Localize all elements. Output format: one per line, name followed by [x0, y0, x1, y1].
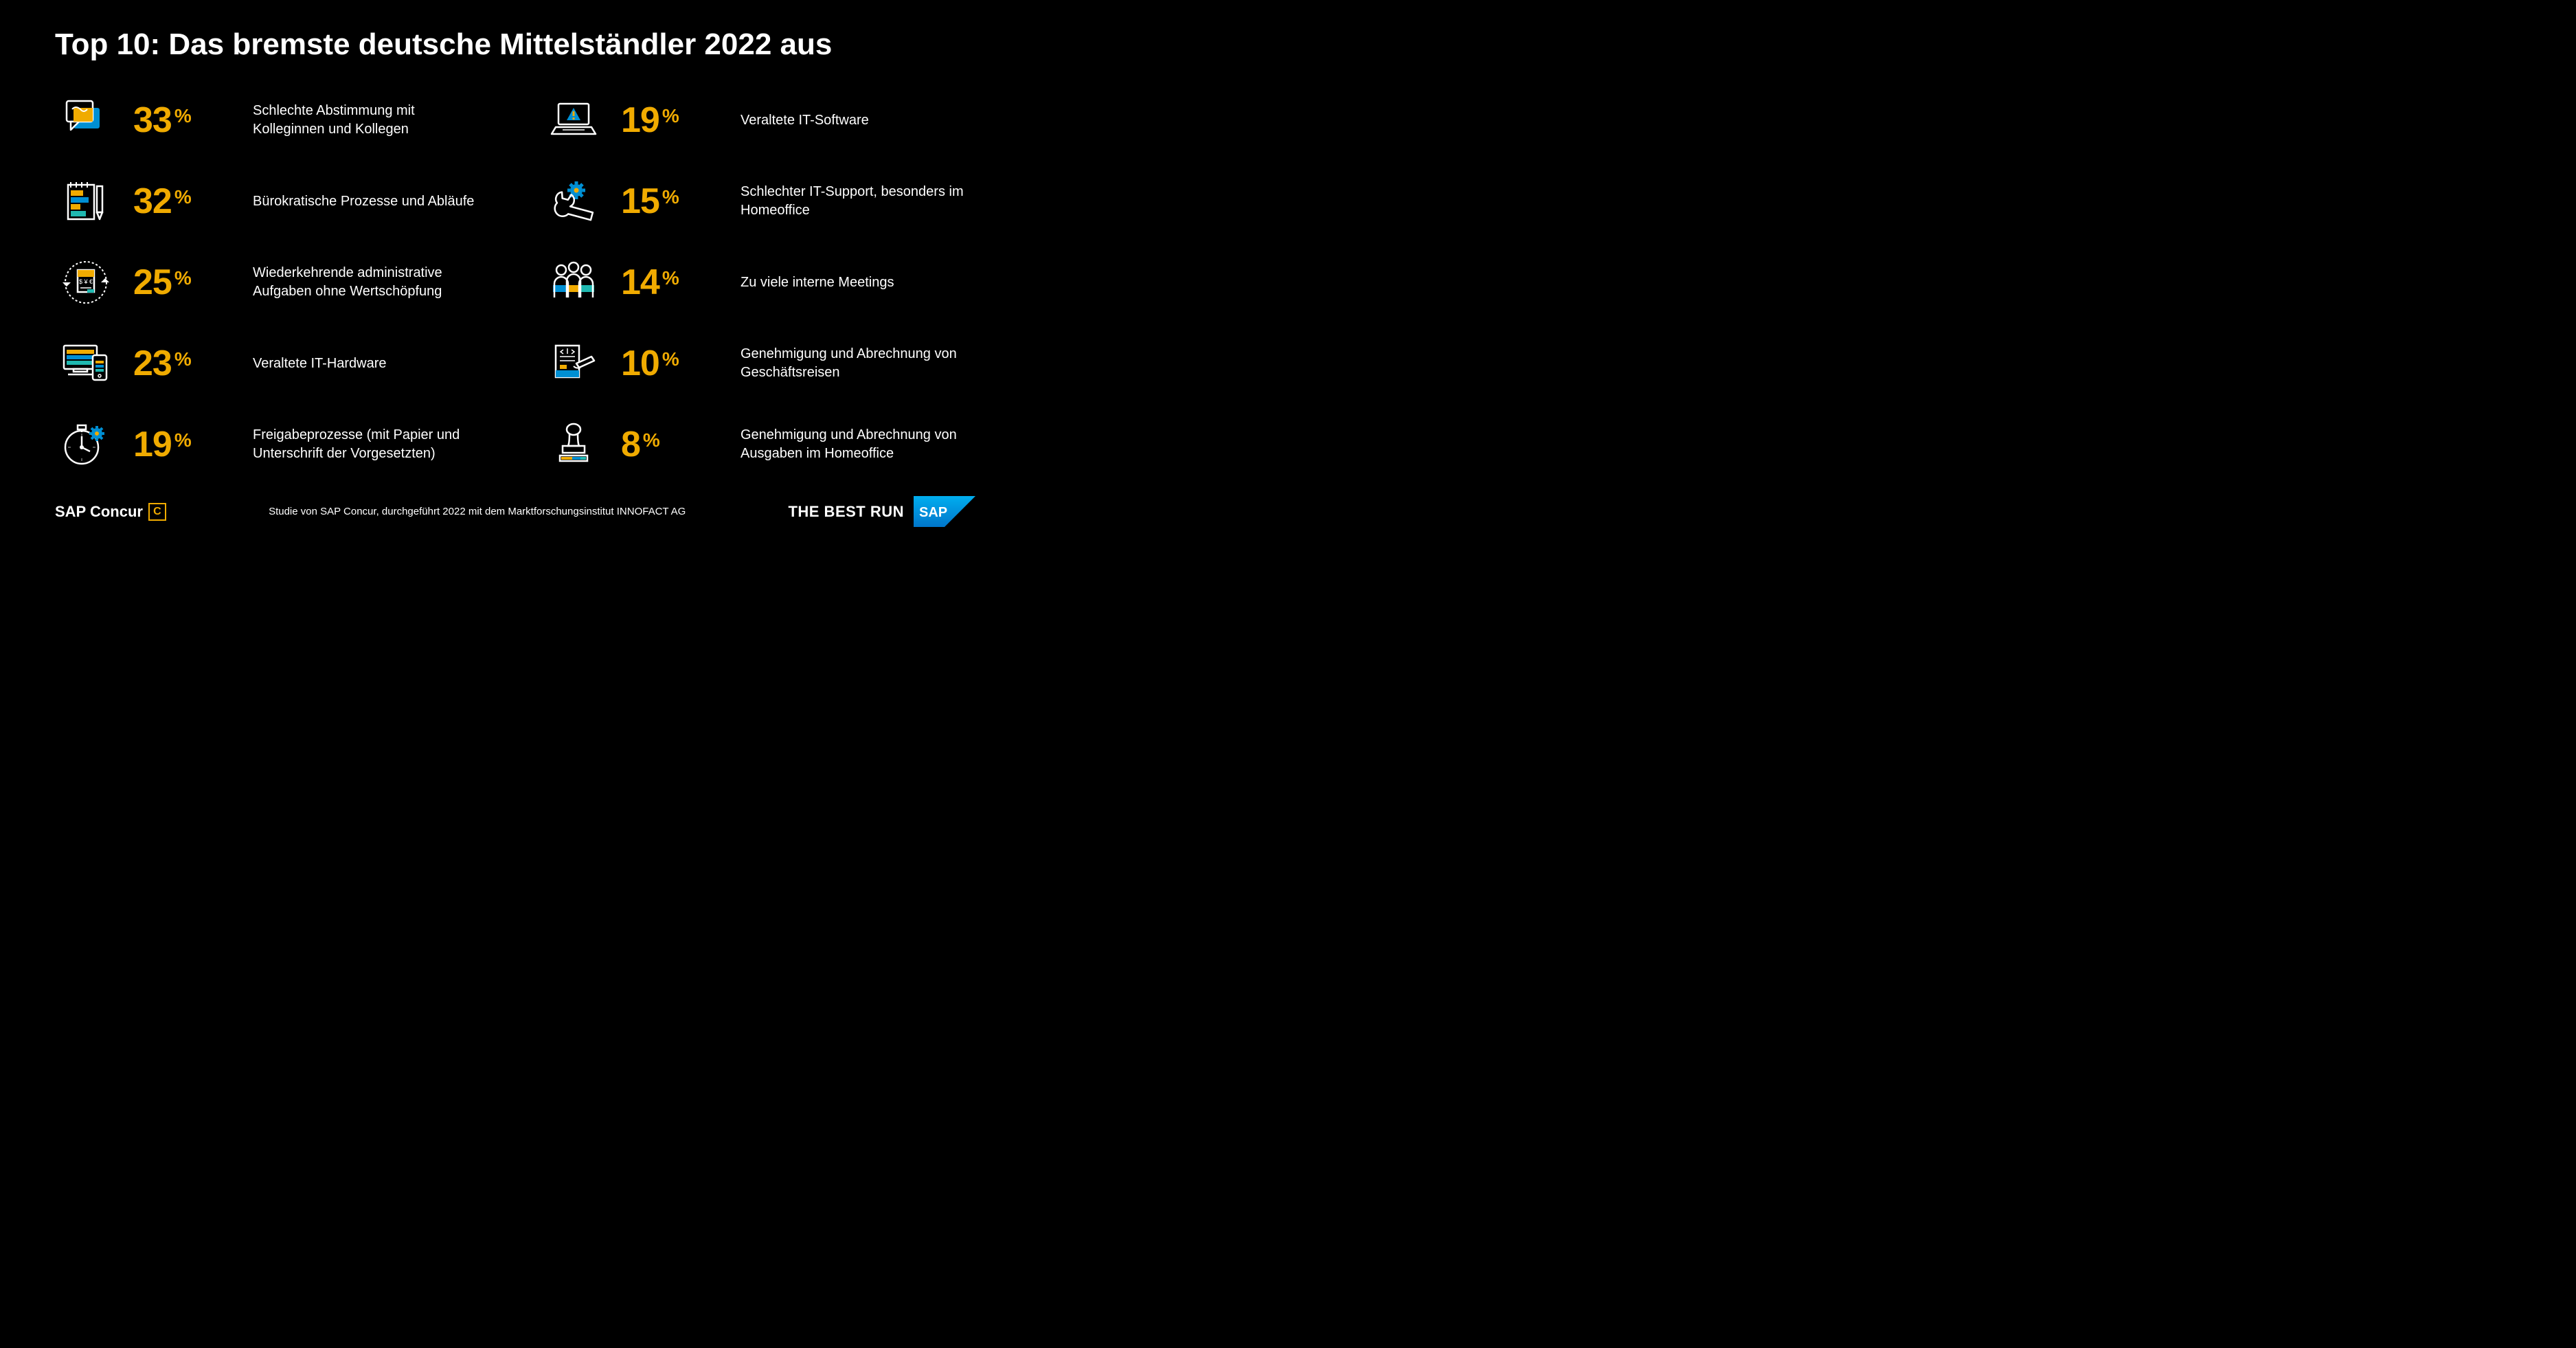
item-label: Schlechter IT-Support, besonders im Home… — [741, 183, 967, 220]
item-label: Veraltete IT-Hardware — [253, 355, 387, 373]
study-text: Studie von SAP Concur, durchgeführt 2022… — [269, 506, 686, 517]
percent-value: 8% — [621, 424, 724, 465]
percent-value: 32% — [133, 181, 236, 222]
sap-concur-label: SAP Concur — [55, 503, 143, 521]
chat-bubbles-icon — [55, 89, 117, 151]
approval-doc-icon — [543, 333, 605, 394]
best-run-label: THE BEST RUN — [788, 503, 904, 521]
item-label: Bürokratische Prozesse und Abläufe — [253, 192, 474, 211]
wrench-gear-icon — [543, 170, 605, 232]
item-label: Genehmigung und Abrechnung von Geschäfts… — [741, 345, 967, 382]
brand-left: SAP Concur C — [55, 503, 166, 521]
devices-icon — [55, 333, 117, 394]
list-item: 19% Veraltete IT-Software — [543, 89, 989, 151]
percent-value: 15% — [621, 181, 724, 222]
item-label: Freigabeprozesse (mit Papier und Untersc… — [253, 426, 479, 463]
people-icon — [543, 251, 605, 313]
items-grid: 33% Schlechte Abstimmung mit Kolleginnen… — [55, 89, 989, 475]
svg-text:SAP: SAP — [919, 505, 947, 520]
laptop-warning-icon — [543, 89, 605, 151]
notepad-icon — [55, 170, 117, 232]
percent-value: 23% — [133, 343, 236, 384]
percent-value: 14% — [621, 262, 724, 303]
item-label: Genehmigung und Abrechnung von Ausgaben … — [741, 426, 967, 463]
item-label: Wiederkehrende administrative Aufgaben o… — [253, 264, 479, 301]
page-title: Top 10: Das bremste deutsche Mittelständ… — [55, 27, 989, 62]
item-label: Veraltete IT-Software — [741, 111, 869, 130]
list-item: $ ¥ € 25% Wiederkehrende administrative … — [55, 251, 501, 313]
percent-value: 25% — [133, 262, 236, 303]
list-item: 10% Genehmigung und Abrechnung von Gesch… — [543, 333, 989, 394]
list-item: 15% Schlechter IT-Support, besonders im … — [543, 170, 989, 232]
brand-right: THE BEST RUN SAP — [788, 496, 975, 527]
list-item: 14% Zu viele interne Meetings — [543, 251, 989, 313]
document-cycle-icon: $ ¥ € — [55, 251, 117, 313]
list-item: 32% Bürokratische Prozesse und Abläufe — [55, 170, 501, 232]
item-label: Zu viele interne Meetings — [741, 273, 894, 292]
list-item: 23% Veraltete IT-Hardware — [55, 333, 501, 394]
concur-mark-icon: C — [148, 503, 166, 521]
sap-logo-icon: SAP — [914, 496, 975, 527]
item-label: Schlechte Abstimmung mit Kolleginnen und… — [253, 102, 479, 139]
list-item: 8% Genehmigung und Abrechnung von Ausgab… — [543, 414, 989, 475]
list-item: 19% Freigabeprozesse (mit Papier und Unt… — [55, 414, 501, 475]
percent-value: 33% — [133, 100, 236, 141]
list-item: 33% Schlechte Abstimmung mit Kolleginnen… — [55, 89, 501, 151]
footer: SAP Concur C Studie von SAP Concur, durc… — [41, 496, 989, 527]
percent-value: 10% — [621, 343, 724, 384]
stopwatch-gear-icon — [55, 414, 117, 475]
percent-value: 19% — [621, 100, 724, 141]
percent-value: 19% — [133, 424, 236, 465]
stamp-icon — [543, 414, 605, 475]
svg-text:$ ¥ €: $ ¥ € — [79, 278, 93, 285]
